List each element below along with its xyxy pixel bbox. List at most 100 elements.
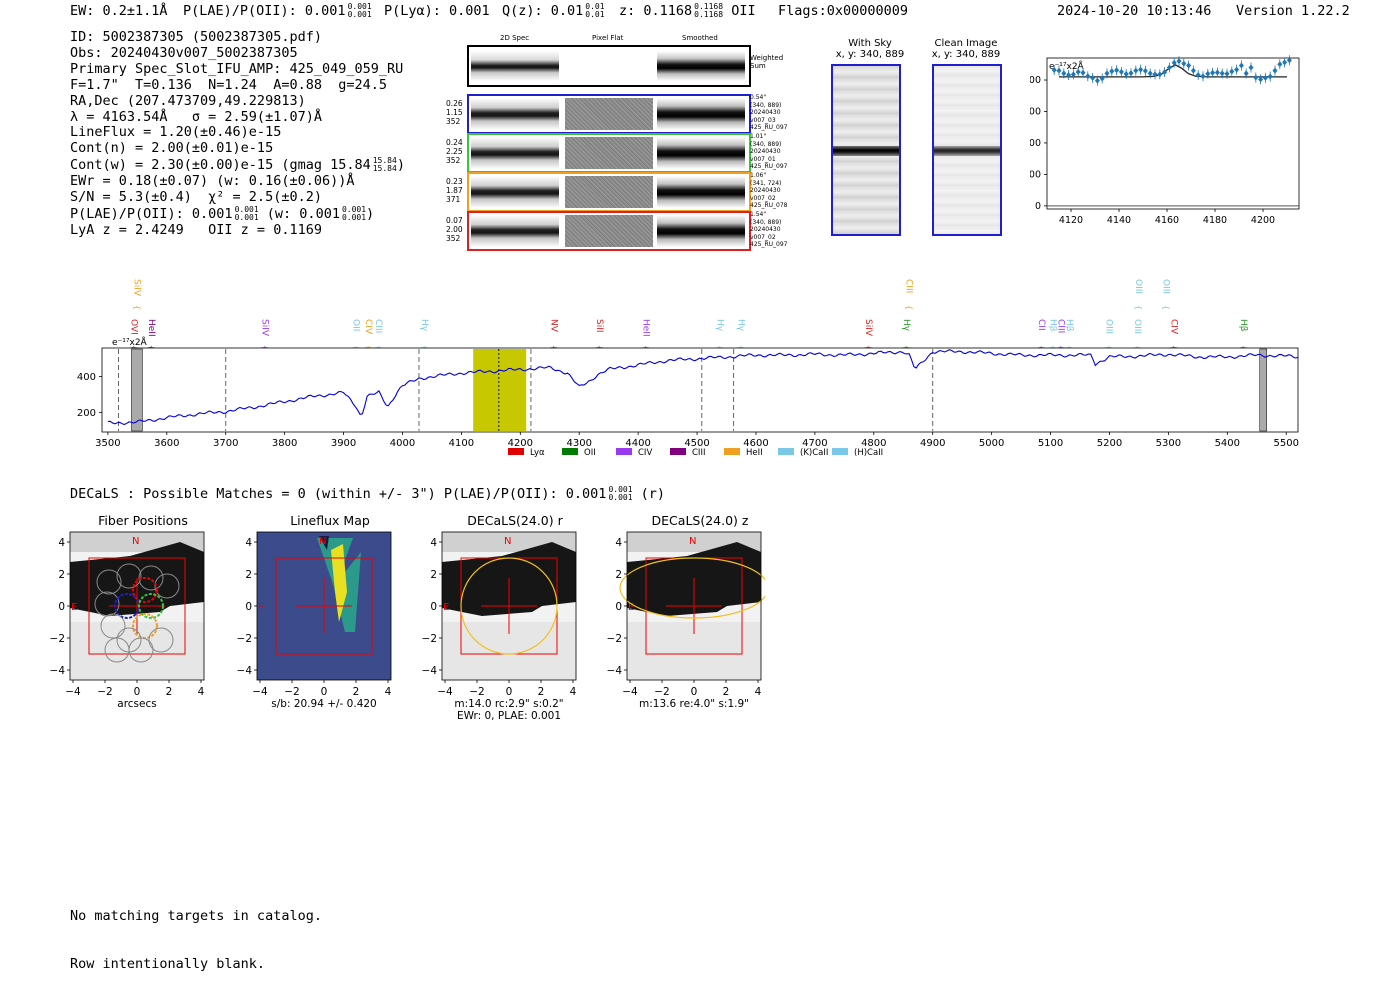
spectrum-chart: SiIV {OVI {HeII {SiIV {OII {CIV {CIII {Hγ {NV {Si… (77, 279, 1299, 458)
panel-ytick-label: 2 (615, 569, 622, 581)
spectrum-highlight-band (473, 349, 527, 431)
spectrum-line-brace: { (902, 345, 911, 350)
spectrum-line-brace: { (1162, 305, 1171, 310)
legend-label: OII (584, 448, 596, 458)
panel-ytick-label: 4 (430, 537, 437, 549)
zoom-point (1056, 67, 1062, 74)
cutout-row-left-values: 0.24 2.25 352 (446, 138, 463, 165)
zoom-point (1152, 71, 1158, 78)
panel-xtick-label: 4 (570, 686, 577, 698)
zoom-point (1075, 68, 1081, 75)
zoom-point (1214, 69, 1220, 76)
panel-ytick-label: 4 (615, 537, 622, 549)
aperture-box (275, 557, 373, 655)
zoom-point (1190, 67, 1196, 74)
panel-xtick-label: −4 (252, 686, 268, 698)
panel-ytick-label: −4 (50, 665, 66, 677)
spectrum-line-label: SiIV (863, 319, 873, 337)
zoom-fit-line (1059, 64, 1287, 78)
zoom-point (1200, 73, 1206, 80)
zoom-point (1090, 74, 1096, 81)
panel-ytick-label: 4 (58, 537, 65, 549)
spectrum-xtick-label: 5000 (979, 438, 1004, 449)
zoom-point (1085, 73, 1091, 80)
panel-subtitle-1: m:13.6 re:4.0" s:1.9" (639, 698, 749, 710)
info-id: ID: 5002387305 (5002387305.pdf) (70, 29, 322, 45)
spectrum-unit-label: e⁻¹⁷x2Å (112, 336, 148, 348)
panel-ytick-label: 0 (430, 601, 437, 613)
panel-ytick-label: −2 (50, 633, 65, 645)
spectrum-line-label: HeII (640, 319, 650, 337)
fiber-circle (154, 573, 180, 599)
zoom-point (1066, 71, 1072, 78)
decals-summary: DECaLS : Possible Matches = 0 (within +/… (70, 485, 666, 503)
spectrum-line-label: CIV (1168, 319, 1178, 335)
spectrum-xtick-label: 3900 (331, 438, 356, 449)
info-lambda: λ = 4163.54Å σ = 2.59(±1.07)Å (70, 108, 322, 125)
header-qz: Q(z): 0.01 0.01 0.01 (502, 2, 605, 20)
zoom-point (1243, 70, 1249, 77)
zoom-point (1128, 70, 1134, 77)
info-radec: RA,Dec (207.473709,49.229813) (70, 92, 306, 109)
zoom-point (1262, 74, 1268, 81)
panel-ytick-label: −2 (237, 633, 252, 645)
with-sky-title: With Sky x, y: 340, 889 (835, 38, 905, 60)
weighted-sum-frame (467, 45, 751, 87)
legend-label: Lyα (530, 448, 545, 458)
cutout-pixelflat (565, 215, 653, 247)
spectrum-line-brace: { (1037, 345, 1046, 350)
east-marker: E (71, 602, 77, 613)
info-fiber: F=1.7" T=0.136 N=1.24 A=0.88 g=24.5 (70, 76, 387, 93)
spectrum-xtick-label: 5200 (1097, 438, 1122, 449)
spectrum-line-brace: { (904, 305, 913, 310)
panel-image (627, 532, 761, 680)
cutout-row-frame (467, 94, 751, 134)
info-lyaz: LyA z = 2.4249 OII z = 0.1169 (70, 221, 322, 238)
zoom-point (1286, 57, 1292, 64)
zoom-point (1176, 58, 1182, 65)
spectrum-xtick-label: 4300 (566, 438, 591, 449)
panel-ytick-label: −4 (607, 665, 623, 677)
footer-text: No matching targets in catalog. Row inte… (70, 876, 322, 988)
panel-xtick-label: −2 (654, 686, 669, 698)
spectrum-line-brace: { (550, 345, 559, 350)
zoom-point (1267, 73, 1273, 80)
panel-xtick-label: 2 (538, 686, 545, 698)
spectrum-ytick-label: 400 (77, 372, 96, 383)
spectrum-xtick-label: 5100 (1038, 438, 1063, 449)
clean-trace (934, 146, 1000, 156)
zoom-xtick-label: 4200 (1251, 215, 1275, 226)
spectrum-xtick-label: 3500 (95, 438, 120, 449)
fiber-circle (128, 637, 154, 663)
legend-label: CIII (692, 448, 705, 458)
zoom-point (1118, 68, 1124, 75)
spectrum-line-brace: { (716, 345, 725, 350)
panel-xtick-label: 2 (353, 686, 360, 698)
spectrum-line-label: NV (549, 319, 559, 333)
spectrum-line-brace: { (130, 345, 139, 350)
fiber-circle (96, 569, 122, 595)
zoom-point (1219, 70, 1225, 77)
spectrum-line-label: Hγ (419, 319, 429, 332)
spectrum-line-label: OIII (1104, 319, 1114, 334)
panel-xtick-label: 2 (723, 686, 730, 698)
fiber-circle (116, 563, 142, 589)
spectrum-line-label: CIV (363, 319, 373, 335)
spectrum-line-brace: { (736, 345, 745, 350)
spectrum-line-brace: { (1239, 345, 1248, 350)
spectrum-xtick-label: 3700 (213, 438, 238, 449)
spectrum-line-brace: { (420, 345, 429, 350)
header-ew: EW: 0.2±1.1Å (70, 3, 168, 19)
lineflux-peak (331, 544, 347, 622)
north-marker: N (319, 536, 326, 547)
cutout-row-right-values: 0.54" (340, 889) 20240430 v007_03 425_RU_097 (750, 94, 788, 131)
legend-label: HeII (746, 448, 763, 458)
decals-r-ellipse (460, 557, 558, 655)
col-title-smoothed: Smoothed (682, 34, 718, 42)
panel-decals-r: DECaLS(24.0) r N E 4 2 0 −2 −4 −4 −2 0 2 4 m:14.0 rc:… (422, 513, 577, 722)
panel-xtick-label: −2 (284, 686, 299, 698)
zoom-point (1070, 71, 1076, 78)
zoom-point (1282, 59, 1288, 66)
cutout-smoothed (657, 215, 745, 247)
legend-label: (K)CaII (800, 448, 828, 458)
